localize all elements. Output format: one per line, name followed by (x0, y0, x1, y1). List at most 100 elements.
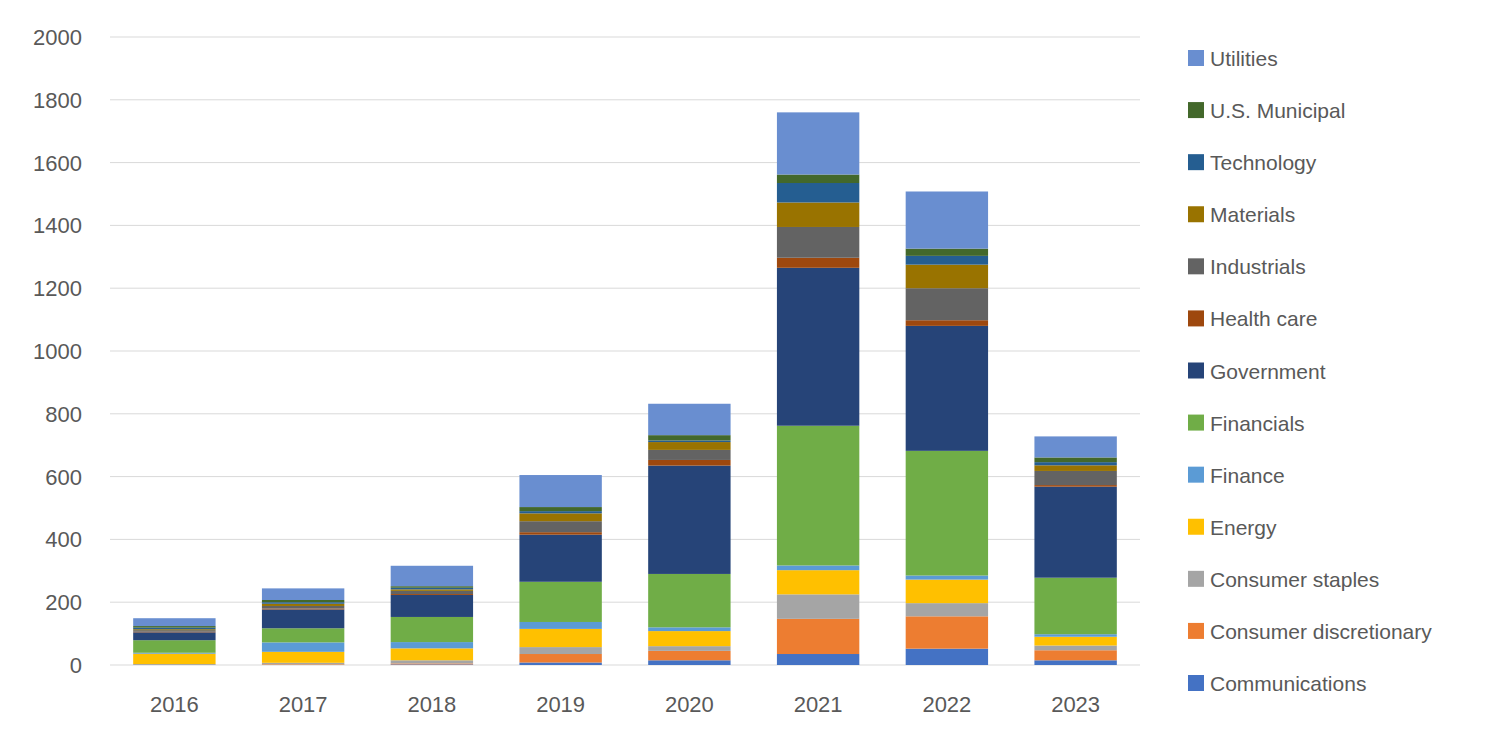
bar-segment (906, 580, 988, 604)
y-tick-label: 1000 (33, 339, 82, 364)
bar-segment (777, 112, 859, 174)
grid (110, 37, 1140, 665)
bar-segment (906, 191, 988, 248)
bar-segment (777, 258, 859, 268)
bar-segment (262, 609, 344, 628)
bar-segment (648, 450, 730, 460)
legend-label: Energy (1210, 516, 1277, 539)
bar-segment (648, 440, 730, 442)
y-tick-label: 1800 (33, 88, 82, 113)
bar-segment (777, 654, 859, 665)
bars (133, 112, 1117, 665)
bar-segment (1034, 465, 1116, 471)
bar-segment (133, 630, 215, 632)
bar-segment (391, 648, 473, 660)
legend-swatch (1188, 102, 1204, 118)
bar-segment (906, 326, 988, 451)
bar-segment (391, 586, 473, 588)
bar-segment (906, 288, 988, 320)
bar-segment (391, 642, 473, 648)
bar-segment (133, 665, 215, 666)
bar-segment (648, 651, 730, 660)
bar-segment (262, 588, 344, 600)
bar-segment (519, 507, 601, 511)
bar-segment (519, 535, 601, 582)
bar-segment (262, 606, 344, 609)
bar-segment (906, 616, 988, 648)
bar-segment (777, 227, 859, 258)
bar-segment (1034, 462, 1116, 465)
y-tick-label: 1600 (33, 151, 82, 176)
bar-segment (648, 646, 730, 651)
legend-label: Industrials (1210, 255, 1306, 278)
legend-swatch (1188, 623, 1204, 639)
x-tick-label: 2023 (1051, 692, 1100, 717)
bar-segment (906, 451, 988, 576)
legend-swatch (1188, 415, 1204, 431)
bar-segment (391, 617, 473, 642)
bar-segment (519, 647, 601, 654)
bar-segment (519, 629, 601, 647)
bar-segment (648, 404, 730, 435)
bar-segment (906, 649, 988, 665)
bar-segment (777, 175, 859, 183)
x-tick-label: 2020 (665, 692, 714, 717)
bar-segment (262, 642, 344, 651)
bar-segment (519, 513, 601, 521)
y-tick-label: 1400 (33, 213, 82, 238)
bar-segment (1034, 634, 1116, 637)
chart: 0200400600800100012001400160018002000201… (0, 0, 1500, 742)
bar-segment (777, 594, 859, 618)
bar-segment (133, 632, 215, 640)
x-tick-label: 2019 (536, 692, 585, 717)
bar-segment (906, 603, 988, 616)
bar-segment (262, 604, 344, 606)
legend-swatch (1188, 571, 1204, 587)
bar-segment (133, 628, 215, 630)
bar-segment (777, 565, 859, 570)
bar-segment (777, 183, 859, 202)
bar-segment (777, 570, 859, 594)
bar-segment (519, 654, 601, 662)
bar-segment (906, 320, 988, 326)
bar-segment (648, 574, 730, 627)
y-tick-label: 2000 (33, 25, 82, 50)
bar-segment (777, 268, 859, 426)
grid-line (110, 162, 1140, 163)
bar-segment (133, 626, 215, 628)
bar-segment (133, 618, 215, 626)
bar-segment (262, 665, 344, 666)
bar-segment (1034, 436, 1116, 457)
bar-segment (519, 622, 601, 629)
bar-segment (906, 249, 988, 256)
bar-segment (1034, 660, 1116, 665)
y-tick-label: 800 (45, 402, 82, 427)
legend-swatch (1188, 675, 1204, 691)
bar-segment (648, 627, 730, 631)
bar-segment (391, 566, 473, 586)
legend-swatch (1188, 206, 1204, 222)
grid-line (110, 37, 1140, 38)
bar-segment (519, 521, 601, 532)
bar-segment (648, 631, 730, 646)
x-tick-label: 2022 (922, 692, 971, 717)
bar-segment (1034, 637, 1116, 646)
bar-segment (1034, 457, 1116, 462)
bar-segment (133, 640, 215, 653)
bar-segment (648, 435, 730, 440)
bar-segment (391, 660, 473, 663)
bar-segment (133, 665, 215, 666)
legend-label: U.S. Municipal (1210, 99, 1345, 122)
bar-segment (648, 660, 730, 665)
y-axis: 0200400600800100012001400160018002000 (33, 25, 82, 678)
bar-segment (906, 576, 988, 580)
legend-swatch (1188, 467, 1204, 483)
bar-segment (519, 662, 601, 665)
bar-segment (1034, 485, 1116, 487)
legend-label: Health care (1210, 307, 1317, 330)
bar-segment (777, 619, 859, 654)
legend-label: Finance (1210, 464, 1285, 487)
y-tick-label: 0 (70, 653, 82, 678)
bar-segment (262, 602, 344, 604)
bar-segment (391, 591, 473, 594)
